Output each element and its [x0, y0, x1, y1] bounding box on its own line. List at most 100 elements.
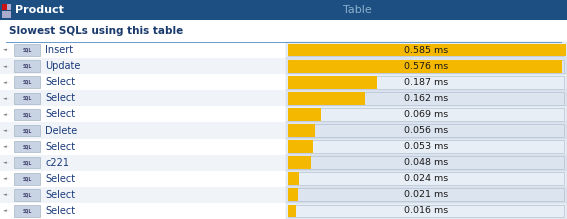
Text: 0.585 ms: 0.585 ms — [404, 46, 448, 55]
Bar — [14, 141, 40, 152]
Bar — [14, 173, 40, 185]
Text: Select: Select — [45, 93, 75, 103]
Text: Select: Select — [45, 174, 75, 184]
Text: 0.048 ms: 0.048 ms — [404, 158, 448, 167]
Bar — [286, 58, 567, 74]
Bar — [286, 42, 567, 58]
Bar — [288, 188, 564, 201]
Text: c221: c221 — [45, 158, 69, 168]
Bar — [14, 76, 40, 88]
Bar — [288, 156, 311, 169]
Bar — [14, 205, 40, 217]
Bar — [7, 11, 11, 18]
Bar — [0, 90, 286, 106]
Text: Delete: Delete — [45, 125, 78, 136]
Text: 0.187 ms: 0.187 ms — [404, 78, 448, 87]
Text: SQL: SQL — [22, 64, 32, 69]
Text: ◄··: ◄·· — [3, 176, 10, 181]
Bar — [0, 122, 286, 139]
Bar — [288, 172, 299, 185]
Text: SQL: SQL — [22, 128, 32, 133]
Bar — [288, 140, 564, 153]
Text: 0.056 ms: 0.056 ms — [404, 126, 448, 135]
Text: 0.053 ms: 0.053 ms — [404, 142, 448, 151]
Bar — [14, 189, 40, 201]
Bar — [14, 92, 40, 104]
Bar — [288, 188, 298, 201]
Bar — [288, 76, 564, 89]
Bar — [286, 171, 567, 187]
Bar — [286, 139, 567, 155]
Text: SQL: SQL — [22, 192, 32, 197]
Bar — [7, 4, 11, 10]
Bar — [286, 155, 567, 171]
Text: ◄··: ◄·· — [3, 64, 10, 69]
Text: Select: Select — [45, 206, 75, 216]
Text: Product: Product — [15, 5, 64, 15]
Bar — [286, 203, 567, 219]
Text: ◄··: ◄·· — [3, 128, 10, 133]
Bar — [288, 44, 566, 57]
Text: SQL: SQL — [22, 160, 32, 165]
Text: 0.576 ms: 0.576 ms — [404, 62, 448, 71]
Text: Slowest SQLs using this table: Slowest SQLs using this table — [9, 26, 183, 36]
Bar — [286, 187, 567, 203]
Bar — [2, 4, 7, 10]
Text: 0.021 ms: 0.021 ms — [404, 190, 448, 199]
Text: 0.024 ms: 0.024 ms — [404, 174, 448, 183]
Text: SQL: SQL — [22, 144, 32, 149]
Bar — [288, 205, 295, 217]
Text: 0.162 ms: 0.162 ms — [404, 94, 448, 103]
Bar — [0, 20, 567, 42]
Bar — [0, 74, 286, 90]
Bar — [14, 60, 40, 72]
Bar — [288, 124, 315, 137]
Bar — [288, 108, 321, 121]
Bar — [288, 156, 564, 169]
Text: SQL: SQL — [22, 96, 32, 101]
Bar — [288, 76, 377, 89]
Text: 0.069 ms: 0.069 ms — [404, 110, 448, 119]
Bar — [288, 124, 564, 137]
Bar — [14, 109, 40, 120]
Bar — [0, 203, 286, 219]
Bar — [14, 125, 40, 136]
Text: SQL: SQL — [22, 112, 32, 117]
Bar — [288, 172, 564, 185]
Bar — [0, 58, 286, 74]
Text: ◄··: ◄·· — [3, 96, 10, 101]
Bar — [286, 106, 567, 122]
Bar — [0, 155, 286, 171]
Text: SQL: SQL — [22, 80, 32, 85]
Bar — [288, 108, 564, 121]
Bar — [14, 44, 40, 56]
Text: ◄··: ◄·· — [3, 48, 10, 53]
Bar — [288, 140, 313, 153]
Text: ◄··: ◄·· — [3, 112, 10, 117]
Bar — [288, 92, 564, 105]
Text: Select: Select — [45, 110, 75, 119]
Bar — [288, 205, 564, 217]
Bar — [14, 157, 40, 168]
Text: Select: Select — [45, 142, 75, 152]
Bar — [288, 44, 564, 57]
Text: Insert: Insert — [45, 45, 74, 55]
Bar — [286, 90, 567, 106]
Text: ◄··: ◄·· — [3, 160, 10, 165]
Bar — [286, 122, 567, 139]
Bar — [0, 139, 286, 155]
Text: ◄··: ◄·· — [3, 192, 10, 197]
Bar — [288, 92, 365, 105]
Bar — [2, 11, 7, 18]
Text: SQL: SQL — [22, 176, 32, 181]
Bar — [0, 106, 286, 122]
Bar — [0, 187, 286, 203]
Text: Select: Select — [45, 190, 75, 200]
Text: ◄··: ◄·· — [3, 208, 10, 214]
Bar — [286, 74, 567, 90]
Bar — [0, 171, 286, 187]
Text: SQL: SQL — [22, 208, 32, 214]
Text: Select: Select — [45, 77, 75, 87]
Bar — [288, 60, 561, 72]
Text: ◄··: ◄·· — [3, 80, 10, 85]
